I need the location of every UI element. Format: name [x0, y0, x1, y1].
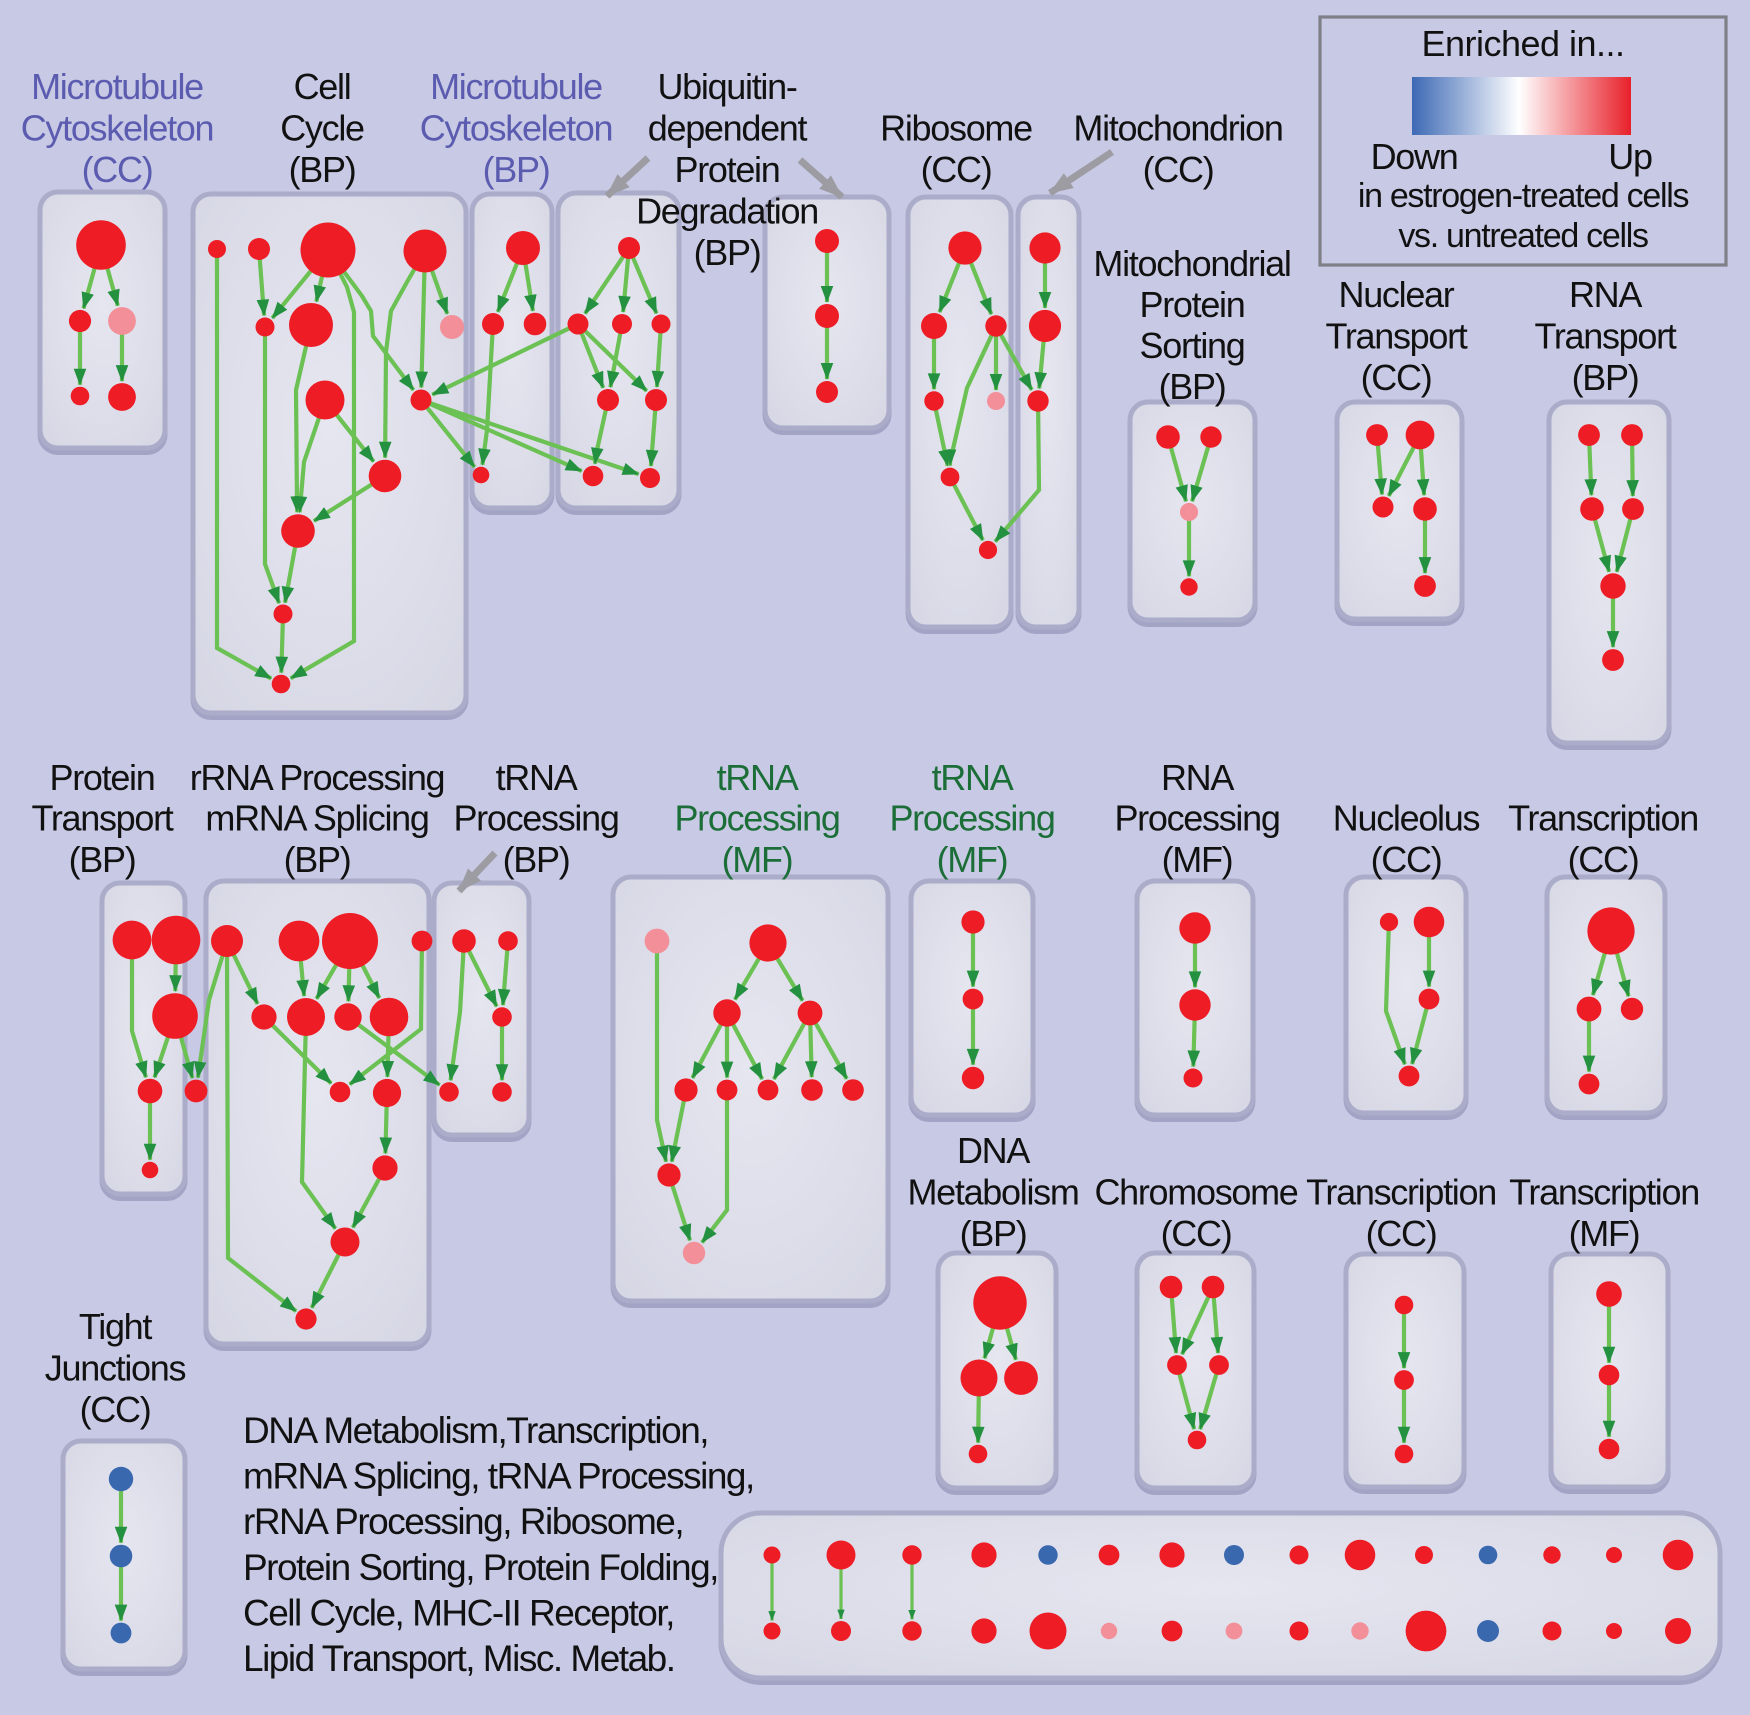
svg-text:Metabolism: Metabolism: [907, 1172, 1078, 1213]
svg-text:Protein: Protein: [675, 149, 780, 190]
svg-text:mRNA Splicing, tRNA Processing: mRNA Splicing, tRNA Processing,: [243, 1456, 754, 1497]
svg-text:(CC): (CC): [921, 149, 992, 190]
svg-text:(CC): (CC): [80, 1389, 151, 1430]
svg-text:Transport: Transport: [1534, 316, 1676, 357]
svg-text:Sorting: Sorting: [1140, 325, 1245, 366]
svg-text:Cytoskeleton: Cytoskeleton: [420, 108, 613, 149]
svg-text:Ribosome: Ribosome: [880, 108, 1032, 149]
svg-text:Mitochondrial: Mitochondrial: [1093, 243, 1290, 284]
svg-text:Processing: Processing: [453, 798, 618, 839]
svg-text:Cell Cycle, MHC-II Receptor,: Cell Cycle, MHC-II Receptor,: [243, 1592, 674, 1633]
svg-text:(MF): (MF): [1569, 1213, 1640, 1254]
svg-text:(MF): (MF): [1162, 839, 1233, 880]
svg-text:Down: Down: [1371, 136, 1458, 177]
svg-text:RNA: RNA: [1569, 274, 1642, 315]
svg-text:Processing: Processing: [889, 798, 1054, 839]
svg-text:(CC): (CC): [1366, 1213, 1437, 1254]
svg-text:Microtubule: Microtubule: [31, 66, 203, 107]
svg-text:(BP): (BP): [694, 232, 761, 273]
svg-text:Nuclear: Nuclear: [1339, 274, 1455, 315]
svg-text:Protein: Protein: [50, 757, 155, 798]
svg-text:in estrogen-treated cells: in estrogen-treated cells: [1358, 177, 1689, 215]
svg-text:Degradation: Degradation: [636, 191, 818, 232]
svg-text:rRNA Processing: rRNA Processing: [190, 757, 445, 798]
svg-text:Tight: Tight: [79, 1306, 152, 1347]
svg-text:Protein: Protein: [1140, 284, 1245, 325]
svg-text:(BP): (BP): [284, 839, 351, 880]
svg-text:Protein Sorting, Protein Foldi: Protein Sorting, Protein Folding,: [243, 1547, 718, 1588]
svg-text:Cycle: Cycle: [280, 108, 364, 149]
svg-text:(BP): (BP): [1572, 357, 1639, 398]
svg-text:Processing: Processing: [1114, 798, 1279, 839]
svg-text:(BP): (BP): [69, 839, 136, 880]
svg-text:dependent: dependent: [648, 108, 808, 149]
svg-text:(BP): (BP): [1159, 366, 1226, 407]
svg-text:(BP): (BP): [503, 839, 570, 880]
svg-text:tRNA: tRNA: [717, 757, 799, 798]
svg-text:(CC): (CC): [1361, 357, 1432, 398]
svg-text:Transcription: Transcription: [1509, 1172, 1699, 1213]
svg-text:Mitochondrion: Mitochondrion: [1073, 108, 1282, 149]
svg-text:Nucleolus: Nucleolus: [1333, 798, 1480, 839]
svg-text:Processing: Processing: [674, 798, 839, 839]
svg-text:(CC): (CC): [82, 149, 153, 190]
svg-text:(CC): (CC): [1568, 839, 1639, 880]
svg-text:Cytoskeleton: Cytoskeleton: [21, 108, 214, 149]
svg-text:DNA: DNA: [957, 1130, 1030, 1171]
svg-text:(CC): (CC): [1161, 1213, 1232, 1254]
svg-text:vs. untreated cells: vs. untreated cells: [1398, 217, 1648, 255]
svg-text:Transcription: Transcription: [1306, 1172, 1496, 1213]
svg-text:(BP): (BP): [960, 1213, 1027, 1254]
svg-text:Lipid Transport, Misc. Metab.: Lipid Transport, Misc. Metab.: [243, 1638, 675, 1679]
svg-text:Cell: Cell: [294, 66, 351, 107]
svg-text:(CC): (CC): [1143, 149, 1214, 190]
svg-text:Chromosome: Chromosome: [1094, 1172, 1297, 1213]
svg-text:tRNA: tRNA: [496, 757, 578, 798]
svg-text:Ubiquitin-: Ubiquitin-: [657, 66, 796, 107]
svg-text:rRNA Processing, Ribosome,: rRNA Processing, Ribosome,: [243, 1501, 683, 1542]
svg-text:Junctions: Junctions: [45, 1348, 186, 1389]
svg-text:Up: Up: [1608, 136, 1652, 177]
svg-text:(CC): (CC): [1371, 839, 1442, 880]
svg-text:tRNA: tRNA: [932, 757, 1014, 798]
svg-text:(MF): (MF): [937, 839, 1008, 880]
svg-text:DNA Metabolism,Transcription,: DNA Metabolism,Transcription,: [243, 1410, 708, 1451]
svg-text:Transport: Transport: [1325, 316, 1467, 357]
svg-text:RNA: RNA: [1161, 757, 1234, 798]
svg-text:(BP): (BP): [483, 149, 550, 190]
svg-text:(BP): (BP): [289, 149, 356, 190]
svg-text:Transcription: Transcription: [1508, 798, 1698, 839]
svg-text:Microtubule: Microtubule: [430, 66, 602, 107]
svg-text:Transport: Transport: [31, 798, 173, 839]
svg-text:mRNA Splicing: mRNA Splicing: [205, 798, 428, 839]
svg-text:(MF): (MF): [722, 839, 793, 880]
svg-text:Enriched in...: Enriched in...: [1421, 23, 1624, 64]
